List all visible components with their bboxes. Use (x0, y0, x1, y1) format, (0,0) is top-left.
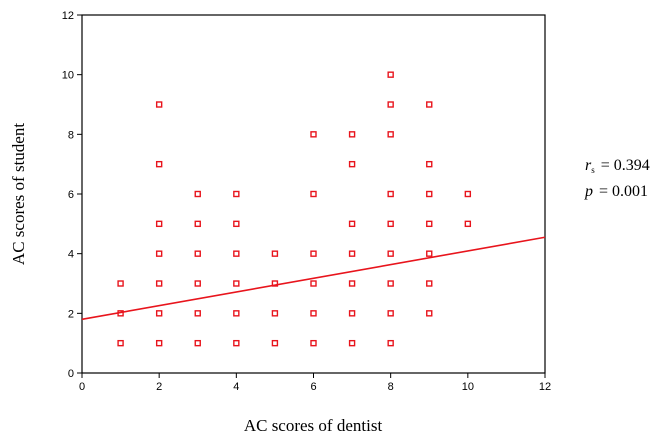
data-point (426, 220, 433, 228)
data-point (155, 250, 163, 257)
x-tick-label: 10 (462, 381, 474, 393)
y-tick-label: 6 (68, 189, 74, 201)
x-tick-label: 2 (156, 381, 162, 393)
y-tick-label: 10 (62, 70, 74, 82)
regression-line (81, 236, 546, 321)
x-tick-label: 0 (79, 381, 85, 393)
data-point (387, 71, 394, 78)
data-point (310, 131, 317, 138)
y-tick-label: 12 (62, 10, 74, 22)
data-point (464, 220, 472, 228)
data-point (426, 310, 433, 317)
x-tick-label: 4 (233, 381, 239, 393)
data-point (464, 190, 472, 198)
data-point (310, 310, 317, 317)
data-points (117, 71, 472, 347)
data-point (117, 280, 124, 287)
data-point (348, 131, 356, 138)
data-point (233, 190, 240, 198)
data-point (426, 280, 433, 287)
data-point (310, 190, 317, 198)
y-axis-title: AC scores of student (9, 123, 28, 265)
data-point (426, 190, 433, 198)
data-point (194, 190, 201, 198)
data-point (387, 220, 394, 228)
data-point (271, 280, 279, 287)
data-point (194, 220, 201, 228)
data-point (155, 310, 163, 317)
y-tick-label: 0 (68, 368, 74, 380)
x-tick-label: 8 (388, 381, 394, 393)
data-point (387, 310, 394, 317)
rs-symbol: r (585, 157, 592, 174)
p-value: = 0.001 (599, 183, 648, 200)
x-axis-title: AC scores of dentist (244, 416, 383, 434)
data-point (426, 101, 433, 108)
data-point (348, 339, 356, 347)
data-point (348, 250, 356, 257)
y-tick-label: 4 (68, 249, 74, 261)
data-point (310, 280, 317, 287)
y-tick-label: 2 (68, 308, 74, 320)
rs-statistic: rs = 0.394 (585, 157, 650, 175)
data-point (387, 250, 394, 257)
data-point (194, 310, 201, 317)
data-point (155, 220, 163, 228)
data-point (348, 310, 356, 317)
data-point (426, 160, 433, 168)
y-tick-label: 8 (68, 129, 74, 141)
data-point (155, 160, 163, 168)
data-point (387, 190, 394, 198)
x-tick-label: 6 (310, 381, 316, 393)
y-axis-ticks: 0 2 4 6 8 10 12 (62, 10, 82, 380)
data-point (271, 250, 279, 257)
data-point (233, 339, 240, 347)
data-point (155, 339, 163, 347)
statistics-annotation: rs = 0.394 p = 0.001 (584, 157, 650, 200)
data-point (271, 339, 279, 347)
p-statistic: p = 0.001 (584, 183, 648, 200)
rs-subscript: s (591, 165, 595, 175)
data-point (194, 250, 201, 257)
x-tick-label: 12 (539, 381, 551, 393)
data-point (387, 131, 394, 138)
data-point (387, 339, 394, 347)
data-point (155, 101, 163, 108)
data-point (348, 220, 356, 228)
data-point (271, 310, 279, 317)
data-point (194, 339, 201, 347)
data-point (233, 250, 240, 257)
data-point (233, 310, 240, 317)
data-point (155, 280, 163, 287)
data-point (310, 339, 317, 347)
data-point (426, 250, 433, 257)
p-symbol: p (584, 183, 593, 200)
data-point (387, 280, 394, 287)
data-point (233, 280, 240, 287)
data-point (387, 101, 394, 108)
data-point (310, 250, 317, 257)
data-point (117, 339, 124, 347)
data-point (348, 160, 356, 168)
data-point (233, 220, 240, 228)
data-point (194, 280, 201, 287)
data-point (348, 280, 356, 287)
x-axis-ticks: 0 2 4 6 8 10 12 (79, 373, 551, 393)
rs-value: = 0.394 (601, 157, 650, 174)
